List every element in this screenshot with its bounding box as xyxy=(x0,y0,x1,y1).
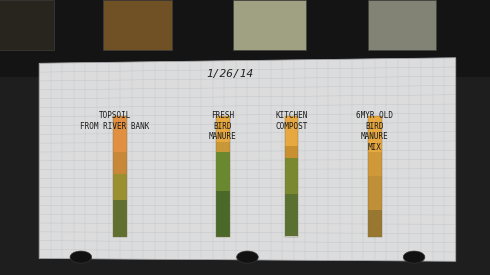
Bar xyxy=(0,0,54,50)
Bar xyxy=(113,116,127,152)
Circle shape xyxy=(70,251,92,263)
Text: 1/26/14: 1/26/14 xyxy=(207,69,254,79)
Polygon shape xyxy=(39,58,456,261)
Bar xyxy=(113,116,127,236)
Bar xyxy=(285,116,298,236)
Bar xyxy=(103,0,172,50)
Bar xyxy=(216,116,230,142)
Bar xyxy=(368,210,382,236)
Bar xyxy=(368,0,436,50)
Bar xyxy=(0,0,490,77)
Bar xyxy=(113,152,127,174)
Text: TOPSOIL
FROM RIVER BANK: TOPSOIL FROM RIVER BANK xyxy=(80,111,150,131)
Bar xyxy=(113,174,127,200)
Bar xyxy=(368,116,382,236)
Bar xyxy=(233,0,306,50)
Text: KITCHEN
COMPOST: KITCHEN COMPOST xyxy=(275,111,308,131)
Bar xyxy=(368,176,382,210)
Bar xyxy=(285,116,298,146)
Bar xyxy=(285,158,298,194)
Bar xyxy=(285,194,298,236)
Bar xyxy=(216,152,230,191)
Bar xyxy=(216,142,230,152)
Circle shape xyxy=(237,251,258,263)
Text: 6MYR OLD
BIRD
MANURE
MIX: 6MYR OLD BIRD MANURE MIX xyxy=(356,111,393,152)
Bar xyxy=(216,191,230,236)
Bar xyxy=(113,200,127,236)
Bar xyxy=(368,116,382,152)
Bar xyxy=(285,146,298,158)
Circle shape xyxy=(403,251,425,263)
Bar xyxy=(368,152,382,176)
Text: FRESH
BIRD
MANURE: FRESH BIRD MANURE xyxy=(209,111,237,141)
Bar xyxy=(216,116,230,236)
